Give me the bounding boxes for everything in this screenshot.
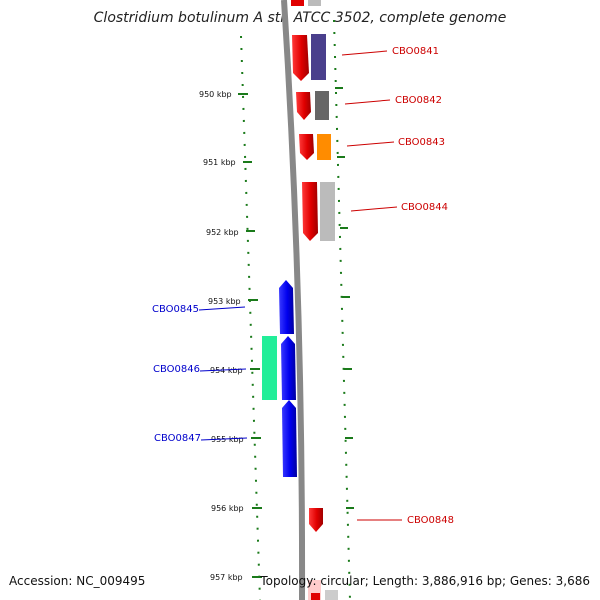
gene-cbo0844-arrow[interactable] [302, 182, 318, 241]
gene-cbo0846-label[interactable]: CBO0846 [153, 364, 200, 375]
gene-cbo0842-leader [344, 99, 391, 105]
gene-cbo0842-partner [315, 91, 329, 120]
inner-tick-track [240, 35, 261, 600]
gene-cbo0843-label[interactable]: CBO0843 [398, 137, 445, 148]
gene-cbo0846-partner [262, 336, 277, 400]
tick-label-954: 954 kbp [210, 366, 243, 375]
tick-954: 954 kbp [210, 366, 260, 375]
gene-cbo0845-arrow[interactable] [279, 280, 294, 334]
tick-label-950: 950 kbp [199, 90, 232, 99]
gene-cbo0845-leader [198, 306, 246, 311]
tick-label-956: 956 kbp [211, 504, 244, 513]
tick-label-957: 957 kbp [210, 573, 243, 582]
gene-cbo0842-label[interactable]: CBO0842 [395, 95, 442, 106]
gene-cbo0844-leader [350, 206, 398, 212]
tick-label-952: 952 kbp [206, 228, 239, 237]
gene-cbo0841-arrow[interactable] [292, 35, 309, 81]
genome-backbone [281, 0, 306, 600]
gene-cbo0843-partner [317, 134, 331, 160]
tick-label-951: 951 kbp [203, 158, 236, 167]
gene-cbo0844-partner [320, 182, 335, 241]
gene-cbo0843[interactable]: CBO0843 [299, 134, 445, 160]
map-title: Clostridium botulinum A str. ATCC 3502, … [93, 10, 507, 26]
gene-cbo0847-label[interactable]: CBO0847 [154, 433, 201, 444]
gene-cbo0842-arrow[interactable] [296, 92, 311, 120]
gene-cbo0848-label[interactable]: CBO0848 [407, 515, 454, 526]
partial-gene-bottom-red [311, 593, 320, 600]
gene-cbo0841-leader [341, 50, 388, 56]
gene-cbo0848[interactable]: CBO0848 [309, 508, 454, 532]
gene-cbo0841-partner [311, 34, 326, 80]
outer-tick-track [333, 19, 351, 600]
tick-label-953: 953 kbp [208, 297, 241, 306]
gene-cbo0846[interactable]: CBO0846 [153, 336, 296, 400]
tick-953: 953 kbp [208, 297, 258, 306]
partial-gene-top-grey [308, 0, 321, 6]
gene-cbo0845-label[interactable]: CBO0845 [152, 304, 199, 315]
gene-cbo0847-arrow[interactable] [282, 400, 297, 477]
gene-cbo0844-label[interactable]: CBO0844 [401, 202, 448, 213]
partial-gene-bottom-grey [325, 590, 338, 600]
gene-cbo0844[interactable]: CBO0844 [302, 182, 448, 241]
tick-957: 957 kbp [210, 573, 262, 582]
outer-ticks [335, 87, 354, 509]
gene-cbo0846-arrow[interactable] [281, 336, 296, 400]
gene-cbo0843-arrow[interactable] [299, 134, 314, 160]
gene-cbo0845[interactable]: CBO0845 [152, 280, 294, 334]
tick-955: 955 kbp [211, 435, 261, 444]
gene-cbo0847[interactable]: CBO0847 [154, 400, 297, 477]
topology-text: Topology: circular; Length: 3,886,916 bp… [260, 574, 590, 588]
gene-cbo0842[interactable]: CBO0842 [296, 91, 442, 120]
accession-text: Accession: NC_009495 [9, 574, 146, 588]
gene-cbo0848-arrow[interactable] [309, 508, 323, 532]
tick-952: 952 kbp [206, 228, 255, 237]
tick-950: 950 kbp [199, 90, 248, 99]
gene-cbo0841-label[interactable]: CBO0841 [392, 46, 439, 57]
tick-label-955: 955 kbp [211, 435, 244, 444]
gene-cbo0847-leader [200, 437, 248, 441]
gene-cbo0841[interactable]: CBO0841 [292, 34, 439, 81]
gene-cbo0843-leader [346, 141, 395, 147]
partial-gene-top-red [291, 0, 304, 6]
gene-cbo0846-leader [199, 368, 247, 372]
tick-951: 951 kbp [203, 158, 252, 167]
tick-956: 956 kbp [211, 504, 262, 513]
